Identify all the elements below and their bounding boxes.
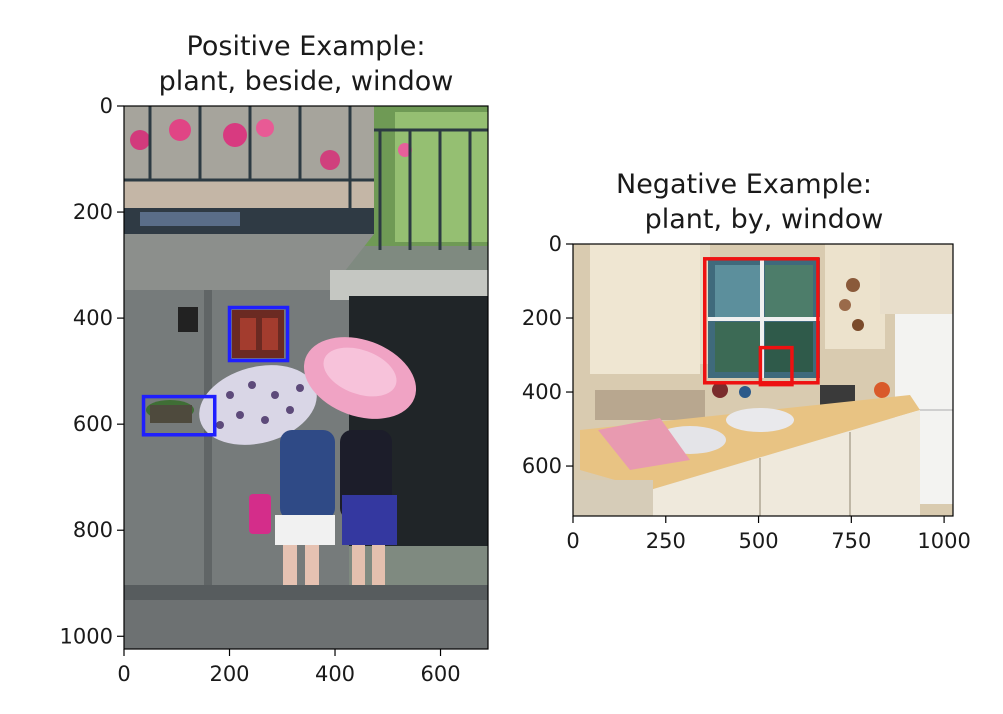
negative-xtick-label: 750: [831, 529, 871, 553]
positive-ytick-label: 800: [73, 518, 113, 542]
negative-ytick-label: 400: [522, 380, 562, 404]
positive-example-photo: [124, 106, 488, 649]
negative-example-panel: Negative Example: plant, by, window: [522, 169, 971, 553]
positive-axes-frame: [123, 105, 489, 650]
negative-example-photo: [573, 244, 953, 516]
negative-ytick-label: 0: [549, 232, 562, 256]
positive-xtick-label: 600: [420, 662, 460, 686]
negative-xtick-label: 1000: [917, 529, 970, 553]
negative-xtick-label: 500: [739, 529, 779, 553]
negative-xtick-label: 250: [646, 529, 686, 553]
positive-ytick-label: 400: [73, 306, 113, 330]
negative-plant-bounding-box: [758, 345, 794, 387]
positive-ytick-label: 200: [73, 200, 113, 224]
positive-title-line1: Positive Example:: [187, 31, 426, 62]
positive-ytick-label: 0: [100, 94, 113, 118]
positive-ticks: 0 200 400 600 0 200 400 600 800 1000: [60, 94, 461, 686]
positive-plant-bounding-box: [141, 394, 217, 437]
positive-example-panel: Positive Example: plant, beside, window: [60, 31, 489, 686]
negative-xtick-label: 0: [566, 529, 579, 553]
positive-window-bounding-box: [227, 305, 290, 363]
negative-title-line1: Negative Example:: [616, 169, 872, 200]
negative-ytick-label: 200: [522, 306, 562, 330]
positive-ytick-label: 1000: [60, 624, 113, 648]
positive-xtick-label: 0: [117, 662, 130, 686]
negative-boxes: [702, 257, 820, 387]
positive-ytick-label: 600: [73, 412, 113, 436]
positive-title-line2: plant, beside, window: [159, 66, 454, 97]
negative-axes-frame: [572, 243, 954, 517]
positive-boxes: [141, 305, 290, 437]
negative-ytick-label: 600: [522, 454, 562, 478]
negative-title-line2: plant, by, window: [645, 204, 884, 235]
positive-xtick-label: 200: [209, 662, 249, 686]
positive-xtick-label: 400: [315, 662, 355, 686]
negative-ticks: 0 250 500 750 1000 0 200 400 600: [522, 232, 971, 553]
